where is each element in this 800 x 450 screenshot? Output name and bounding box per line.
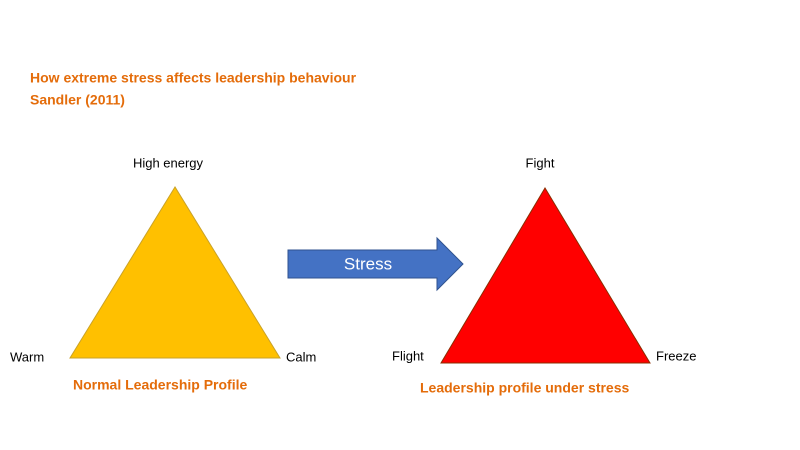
vertex-label: Fight	[526, 155, 555, 170]
citation: Sandler (2011)	[30, 92, 125, 108]
normal-triangle	[69, 186, 281, 359]
title: How extreme stress affects leadership be…	[30, 70, 357, 86]
stress-arrow	[287, 236, 464, 292]
vertex-label: Freeze	[656, 348, 696, 363]
caption: Leadership profile under stress	[420, 380, 629, 396]
vertex-label: Calm	[286, 349, 316, 364]
caption: Normal Leadership Profile	[73, 377, 247, 393]
vertex-label: Warm	[10, 349, 44, 364]
arrow-label: Stress	[344, 254, 392, 273]
vertex-label: Flight	[392, 348, 424, 363]
stress-triangle	[440, 187, 651, 364]
vertex-label: High energy	[133, 155, 204, 170]
